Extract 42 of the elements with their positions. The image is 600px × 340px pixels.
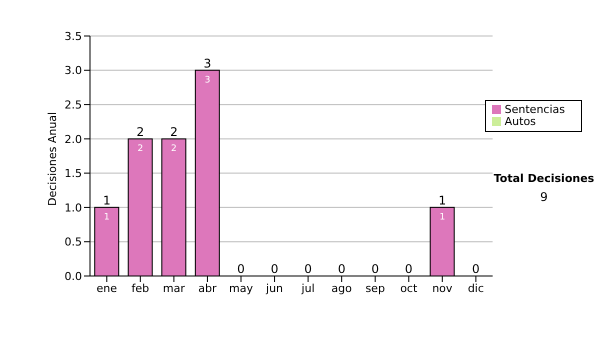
x-tick-label: sep (365, 282, 385, 295)
total-label: 0 (404, 262, 413, 276)
total-label: 2 (170, 124, 178, 139)
total-label: 0 (237, 262, 245, 276)
y-tick-label: 0.0 (64, 270, 82, 283)
x-tick-label: oct (400, 282, 418, 295)
x-tick-label: mar (162, 282, 186, 295)
x-tick-label: dic (468, 282, 484, 295)
data-label: 2 (137, 144, 144, 154)
x-tick-label: jun (265, 282, 284, 295)
total-label: 2 (136, 124, 144, 139)
legend-label: Sentencias (504, 103, 565, 116)
data-label: 1 (439, 212, 446, 222)
total-label: 0 (304, 262, 312, 276)
y-tick-label: 3.5 (64, 30, 82, 43)
text: Total Decisiones (492, 172, 596, 185)
total-label: 1 (438, 193, 446, 208)
y-axis-title: Decisiones Anual (46, 112, 59, 206)
x-tick-label: jul (300, 282, 315, 295)
x-tick-label: may (229, 282, 254, 295)
total-label: 1 (102, 193, 111, 208)
data-label: 3 (204, 75, 210, 86)
x-tick-label: ago (331, 282, 352, 295)
text: 9 (539, 190, 549, 204)
y-tick-label: 1.5 (64, 167, 82, 180)
data-label: 1 (104, 212, 110, 222)
legend-label: Autos (504, 115, 536, 128)
y-tick-label: 2.5 (64, 98, 82, 112)
x-tick-label: feb (132, 282, 150, 295)
y-tick-label: 1.0 (64, 201, 82, 214)
x-tick-label: ene (96, 282, 118, 295)
total-label: 0 (371, 262, 380, 276)
y-tick-label: 3.0 (64, 64, 82, 78)
x-tick-label: nov (432, 282, 453, 295)
total-label: 3 (204, 56, 212, 70)
x-tick-label: abr (198, 282, 218, 295)
y-tick-label: 2.0 (64, 132, 82, 146)
total-label: 0 (270, 262, 278, 276)
y-tick-label: 0.5 (64, 236, 82, 249)
total-label: 0 (338, 262, 346, 276)
total-label: 0 (472, 262, 480, 276)
data-label: 2 (171, 144, 177, 154)
